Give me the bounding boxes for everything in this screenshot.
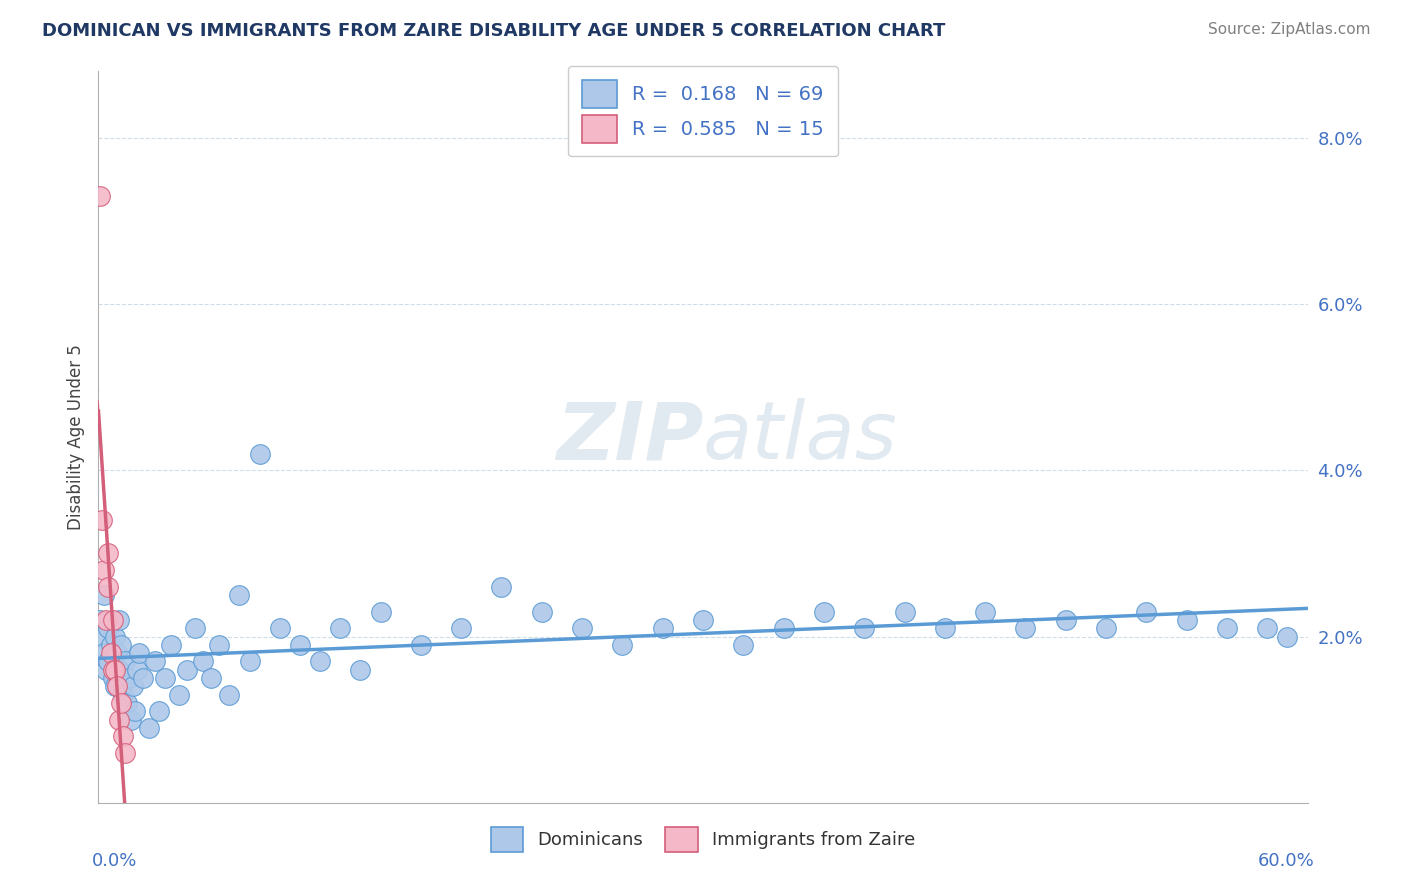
Point — [269, 621, 291, 635]
Point — [115, 696, 138, 710]
Point — [571, 621, 593, 635]
Point — [103, 663, 125, 677]
Text: Source: ZipAtlas.com: Source: ZipAtlas.com — [1208, 22, 1371, 37]
Point — [184, 621, 207, 635]
Point — [1216, 621, 1239, 635]
Point — [143, 655, 166, 669]
Point — [1175, 613, 1198, 627]
Point — [1277, 630, 1299, 644]
Point — [692, 613, 714, 627]
Point — [772, 621, 794, 635]
Point — [97, 546, 120, 560]
Point — [893, 605, 915, 619]
Point — [93, 563, 115, 577]
Point — [409, 638, 432, 652]
Point — [91, 513, 114, 527]
Point — [450, 621, 472, 635]
Text: DOMINICAN VS IMMIGRANTS FROM ZAIRE DISABILITY AGE UNDER 5 CORRELATION CHART: DOMINICAN VS IMMIGRANTS FROM ZAIRE DISAB… — [42, 22, 946, 40]
Point — [120, 713, 142, 727]
Point — [239, 655, 262, 669]
Point — [153, 671, 176, 685]
Point — [491, 580, 513, 594]
Point — [97, 621, 120, 635]
Point — [176, 663, 198, 677]
Point — [651, 621, 673, 635]
Point — [114, 746, 136, 760]
Point — [208, 638, 231, 652]
Point — [167, 688, 190, 702]
Point — [107, 713, 129, 727]
Point — [329, 621, 352, 635]
Text: atlas: atlas — [703, 398, 898, 476]
Point — [118, 671, 141, 685]
Point — [1095, 621, 1118, 635]
Y-axis label: Disability Age Under 5: Disability Age Under 5 — [66, 344, 84, 530]
Point — [101, 671, 124, 685]
Point — [128, 646, 150, 660]
Point — [107, 663, 129, 677]
Point — [111, 688, 134, 702]
Point — [89, 613, 111, 627]
Point — [349, 663, 371, 677]
Point — [103, 630, 125, 644]
Point — [733, 638, 755, 652]
Point — [193, 655, 215, 669]
Point — [370, 605, 392, 619]
Point — [105, 680, 128, 694]
Point — [97, 655, 120, 669]
Point — [200, 671, 222, 685]
Point — [96, 663, 118, 677]
Point — [89, 189, 111, 203]
Point — [288, 638, 311, 652]
Point — [124, 705, 146, 719]
Point — [105, 646, 128, 660]
Point — [101, 663, 124, 677]
Point — [138, 721, 160, 735]
Point — [93, 646, 115, 660]
Point — [96, 613, 118, 627]
Point — [1054, 613, 1077, 627]
Point — [121, 680, 143, 694]
Text: ZIP: ZIP — [555, 398, 703, 476]
Point — [97, 580, 120, 594]
Point — [530, 605, 553, 619]
Point — [93, 588, 115, 602]
Point — [160, 638, 183, 652]
Point — [132, 671, 155, 685]
Point — [228, 588, 250, 602]
Point — [1256, 621, 1278, 635]
Point — [1014, 621, 1036, 635]
Point — [107, 613, 129, 627]
Point — [1135, 605, 1157, 619]
Text: 0.0%: 0.0% — [91, 852, 136, 870]
Point — [148, 705, 170, 719]
Point — [114, 655, 136, 669]
Point — [111, 729, 134, 743]
Point — [934, 621, 956, 635]
Legend: Dominicans, Immigrants from Zaire: Dominicans, Immigrants from Zaire — [484, 820, 922, 860]
Point — [100, 638, 122, 652]
Point — [101, 613, 124, 627]
Point — [612, 638, 634, 652]
Point — [218, 688, 240, 702]
Point — [110, 638, 132, 652]
Point — [125, 663, 148, 677]
Point — [91, 630, 114, 644]
Point — [974, 605, 997, 619]
Point — [100, 646, 122, 660]
Point — [813, 605, 835, 619]
Point — [103, 680, 125, 694]
Text: 60.0%: 60.0% — [1258, 852, 1315, 870]
Point — [309, 655, 332, 669]
Point — [110, 696, 132, 710]
Point — [853, 621, 876, 635]
Point — [249, 447, 271, 461]
